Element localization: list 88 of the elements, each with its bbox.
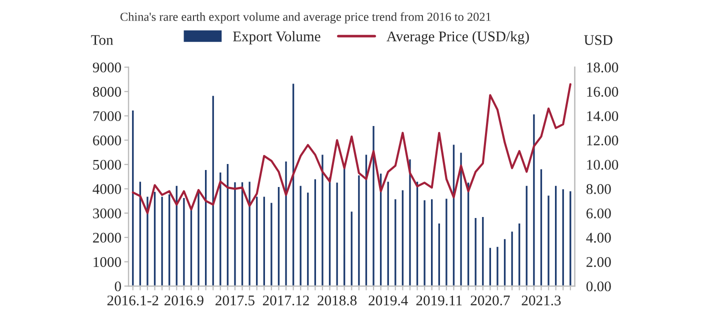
y2-tick-label: 6.00 — [586, 208, 611, 218]
bar — [524, 184, 529, 286]
bar — [152, 190, 157, 286]
bar — [560, 188, 566, 286]
chart-title: China's rare earth export volume and average price trend from 2016 to 2021 — [120, 12, 491, 24]
x-tick-label: 2017.12 — [262, 296, 309, 306]
bar — [502, 238, 507, 286]
x-tick-label: 2018.8 — [318, 296, 357, 306]
x-tick-label: 2016.9 — [164, 296, 204, 306]
line-series — [132, 83, 572, 214]
bar — [328, 176, 332, 286]
bar — [400, 188, 405, 286]
bar — [539, 168, 544, 286]
y-tick-label: 9000 — [92, 62, 122, 72]
bar — [138, 180, 142, 286]
bar — [364, 153, 368, 286]
bar — [473, 216, 478, 286]
y-tick-label: 0 — [114, 281, 122, 292]
y2-tick-label: 12.00 — [587, 136, 618, 146]
bar — [189, 208, 194, 286]
bar — [254, 195, 260, 286]
bar — [225, 162, 230, 286]
y-tick-label: 7000 — [93, 111, 122, 122]
bar — [342, 166, 347, 286]
bar — [532, 112, 536, 286]
x-tick-label: 2016.1-2 — [107, 296, 158, 306]
bar — [247, 180, 252, 286]
x-tick-label: 2017.5 — [216, 296, 254, 306]
y-tick-label: 1000 — [94, 257, 122, 267]
bar — [495, 246, 500, 286]
bar — [444, 197, 449, 286]
x-tick-label: 2021.3 — [522, 296, 561, 306]
bar — [130, 109, 136, 286]
y2-tick-label: 0.00 — [586, 281, 611, 292]
bar — [240, 180, 244, 286]
bar — [466, 181, 471, 286]
x-tick-label: 2019.11 — [416, 296, 462, 306]
bar — [554, 184, 558, 286]
bar — [510, 230, 514, 286]
bar — [182, 196, 186, 286]
bar — [436, 222, 442, 286]
bar — [276, 186, 281, 286]
bar — [298, 184, 303, 286]
y2-tick-label: 16.00 — [587, 86, 618, 97]
bar — [393, 198, 398, 286]
bar — [204, 168, 208, 286]
y2-tick-label: 8.00 — [586, 184, 611, 194]
legend-label: Export Volume — [233, 31, 320, 44]
y-tick-label: 2000 — [93, 232, 122, 243]
bar — [334, 181, 340, 286]
y-tick-label: 6000 — [93, 136, 122, 146]
y2-tick-label: 4.00 — [586, 232, 611, 243]
bar — [480, 216, 486, 286]
bar — [378, 172, 384, 286]
y2-tick-label: 14.00 — [587, 111, 618, 122]
bar — [174, 184, 179, 286]
bar — [160, 195, 164, 286]
bar — [386, 180, 390, 286]
x-tick-label: 2019.4 — [368, 296, 408, 306]
bar — [546, 194, 551, 286]
bar — [291, 82, 296, 286]
y2-axis-title: USD — [584, 35, 612, 45]
y-tick-label: 3000 — [93, 208, 122, 218]
y-axis-title: Ton — [91, 35, 114, 45]
bar — [568, 190, 573, 286]
legend-label: Average Price (USD/kg) — [386, 31, 529, 44]
bar — [356, 174, 362, 286]
bar — [452, 143, 456, 286]
y2-tick-label: 10.00 — [587, 160, 618, 170]
bar — [488, 246, 492, 286]
bar — [306, 191, 310, 286]
y2-tick-label: 18.00 — [587, 62, 618, 72]
y2-tick-label: 2.00 — [586, 257, 611, 268]
bar — [218, 171, 223, 286]
y-tick-label: 5000 — [93, 160, 122, 170]
bar — [349, 210, 354, 286]
bar — [210, 94, 216, 286]
bar — [312, 178, 318, 286]
bar — [430, 198, 434, 286]
bar — [415, 180, 420, 286]
bar — [167, 192, 172, 286]
bar — [517, 222, 522, 286]
y-tick-label: 4000 — [92, 184, 122, 194]
bar — [269, 201, 274, 286]
x-tick-label: 2020.7 — [470, 296, 510, 306]
bar — [422, 198, 427, 286]
bar — [262, 195, 266, 286]
y-tick-label: 8000 — [92, 86, 122, 97]
